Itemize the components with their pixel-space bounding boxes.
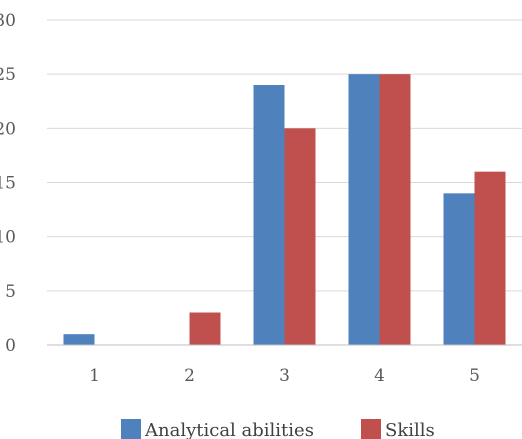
bar-skills-2 [189,312,221,345]
bar-analytical-abilities-1 [63,334,95,345]
legend-label: Skills [385,420,435,439]
legend-swatch-skills [361,419,381,439]
y-tick-label: 20 [0,119,16,139]
x-tick-label: 3 [279,366,290,386]
y-tick-label: 15 [0,174,16,194]
bar-skills-5 [474,171,506,345]
legend: Analytical abilities Skills [121,419,435,439]
bar-analytical-abilities-4 [348,74,380,346]
x-tick-label: 2 [184,366,195,386]
x-axis-ticks: 1 2 3 4 5 [89,366,480,386]
x-tick-label: 4 [374,366,385,386]
y-tick-label: 0 [5,336,16,356]
bar-analytical-abilities-3 [253,85,285,345]
y-tick-label: 5 [5,282,16,302]
x-tick-label: 5 [469,366,480,386]
bar-analytical-abilities-5 [443,193,475,345]
legend-label: Analytical abilities [144,420,314,439]
bar-skills-3 [284,128,316,345]
bars [63,74,506,346]
y-axis-ticks: 0 5 10 15 20 25 30 [0,11,16,356]
y-tick-label: 25 [0,65,16,85]
y-tick-label: 10 [0,228,16,248]
x-tick-label: 1 [89,366,100,386]
y-tick-label: 30 [0,11,16,31]
legend-swatch-analytical-abilities [121,419,141,439]
bar-skills-4 [379,74,411,346]
